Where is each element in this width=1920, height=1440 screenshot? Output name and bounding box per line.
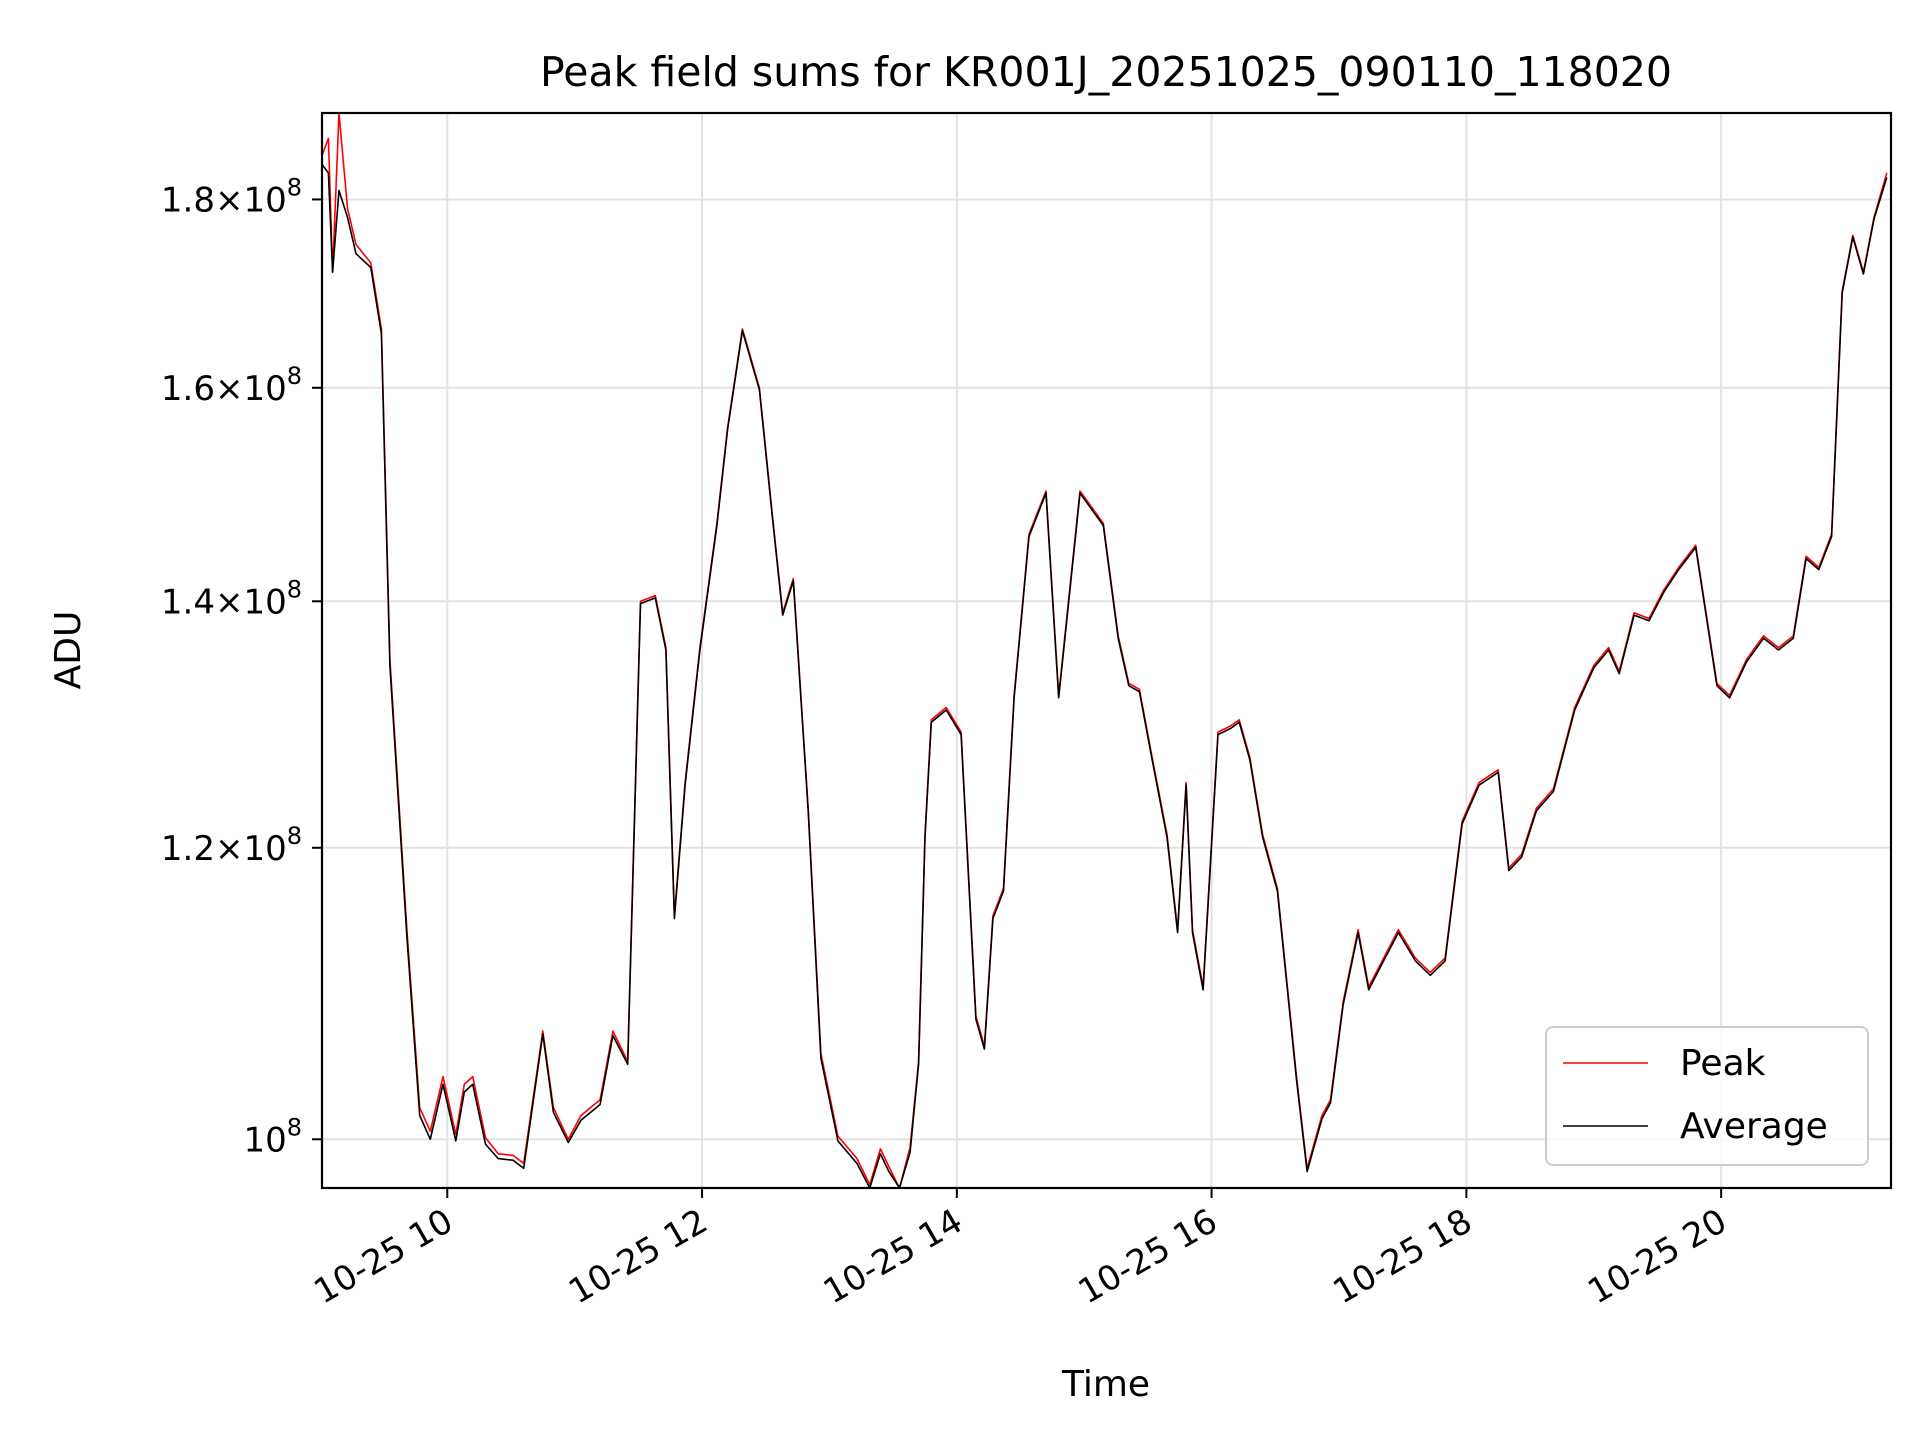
y-tick-times: × [215,582,244,622]
series-line-peak [321,112,1888,1189]
y-tick-exponent: 8 [287,822,302,850]
y-tick-base: 10 [243,582,286,622]
y-tick-label: 1.8×108 [161,173,302,220]
y-tick-base: 10 [243,829,286,869]
y-tick-mantissa: 1.6 [161,369,215,409]
legend-label-average: Average [1680,1106,1828,1147]
plot-frame [320,111,1893,1190]
y-tick-exponent: 8 [287,173,302,201]
series-lines [321,112,1888,1189]
series-line-average [321,163,1888,1189]
y-tick-mantissa: 1.2 [161,829,215,869]
y-tick-base: 10 [243,180,286,220]
grid-lines [322,113,1891,1188]
y-tick-label: 108 [243,1113,302,1160]
y-tick-times: × [215,369,244,409]
y-tick-mantissa: 1.8 [161,180,215,220]
chart-title: Peak field sums for KR001J_20251025_0901… [540,48,1672,96]
y-tick-label: 1.4×108 [161,575,302,622]
y-tick-exponent: 8 [287,1113,302,1141]
y-tick-label: 1.6×108 [161,362,302,409]
legend: Peak Average [1545,1026,1869,1166]
y-tick-base: 10 [243,1120,286,1160]
y-tick-mantissa: 1.4 [161,582,215,622]
y-tick-label: 1.2×108 [161,822,302,869]
x-axis-label: Time [1061,1364,1150,1405]
y-tick-exponent: 8 [287,575,302,603]
y-tick-base: 10 [243,369,286,409]
legend-label-peak: Peak [1680,1043,1766,1084]
y-tick-times: × [215,180,244,220]
y-tick-exponent: 8 [287,362,302,390]
y-tick-times: × [215,829,244,869]
legend-box [1545,1026,1869,1166]
y-axis-label: ADU [48,611,89,690]
